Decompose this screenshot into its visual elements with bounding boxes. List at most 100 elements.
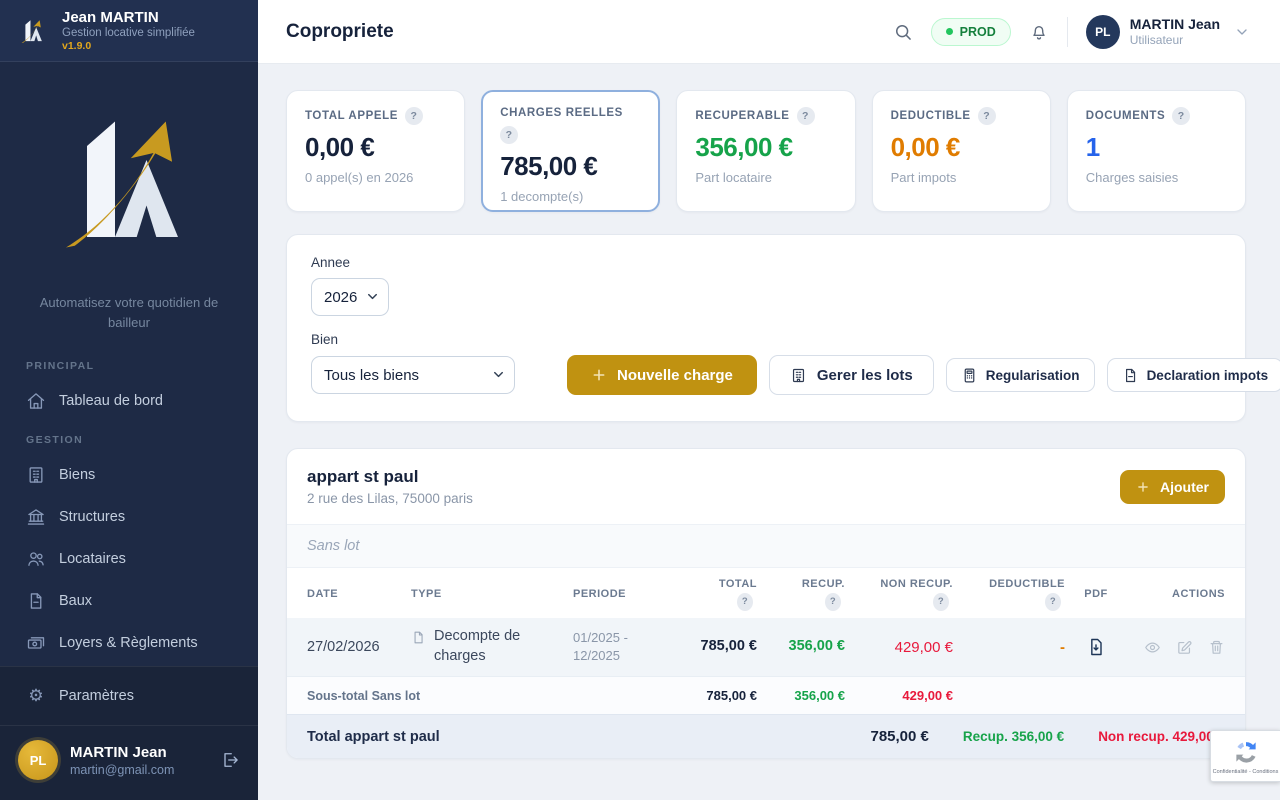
sidebar-item-baux[interactable]: Baux <box>12 580 246 622</box>
stat-card-total-appele[interactable]: TOTAL APPELE? 0,00 € 0 appel(s) en 2026 <box>286 90 466 212</box>
help-badge-icon[interactable]: ? <box>796 107 815 125</box>
brand-logo-large-icon <box>24 121 234 290</box>
help-badge-icon[interactable]: ? <box>825 592 841 611</box>
col-deductible: DEDUCTIBLE? <box>953 578 1065 611</box>
col-pdf: PDF <box>1084 588 1108 600</box>
stat-card-deductible[interactable]: DEDUCTIBLE? 0,00 € Part impots <box>871 90 1051 212</box>
stat-value: 356,00 € <box>695 132 793 162</box>
stat-value: 1 <box>1085 132 1100 162</box>
table-row: 27/02/2026 Decompte de charges 01/2025 -… <box>287 618 1245 676</box>
sidebar-item-structures[interactable]: Structures <box>12 496 246 538</box>
plus-icon <box>1136 480 1150 494</box>
sidebar-item-biens[interactable]: Biens <box>12 454 246 496</box>
sidebar-item-label: Locataires <box>59 551 126 567</box>
file-icon <box>26 591 46 611</box>
status-dot-icon <box>945 28 953 35</box>
stat-card-recuperable[interactable]: RECUPERABLE? 356,00 € Part locataire <box>676 90 856 212</box>
avatar: PL <box>1085 14 1120 49</box>
sidebar-item-locataires[interactable]: Locataires <box>12 538 246 580</box>
stat-label: DOCUMENTS <box>1085 110 1166 122</box>
bell-icon[interactable] <box>1029 22 1049 42</box>
chevron-down-icon <box>1234 24 1250 40</box>
help-badge-icon[interactable]: ? <box>977 107 996 125</box>
view-icon[interactable] <box>1144 639 1161 656</box>
divider <box>1066 16 1068 47</box>
sidebar-item-tableau-de-bord[interactable]: Tableau de bord <box>12 380 246 422</box>
brand-subtitle: Gestion locative simplifiée <box>62 27 195 40</box>
topbar: Copropriete PROD PL MARTIN Jean Utilisat… <box>258 0 1280 64</box>
plus-icon <box>591 367 607 383</box>
subtotal-recup: 356,00 € <box>794 688 845 703</box>
property-filter-label: Bien <box>311 332 339 347</box>
manage-lots-button[interactable]: Gerer les lots <box>768 355 934 395</box>
help-badge-icon[interactable]: ? <box>737 592 753 611</box>
edit-icon[interactable] <box>1176 639 1193 656</box>
user-menu[interactable]: PL MARTIN Jean Utilisateur <box>1085 14 1250 49</box>
stat-sub: Part locataire <box>695 170 772 185</box>
stat-card-documents[interactable]: DOCUMENTS? 1 Charges saisies <box>1066 90 1246 212</box>
env-badge[interactable]: PROD <box>930 17 1011 46</box>
total-label: Total appart st paul <box>307 728 440 745</box>
year-select[interactable]: 2026 <box>311 278 389 316</box>
row-non-recup: 429,00 € <box>894 638 953 656</box>
col-recup: RECUP.? <box>757 578 845 611</box>
cash-icon <box>26 633 46 653</box>
total-recup: Recup. 356,00 € <box>962 729 1065 744</box>
stat-label: DEDUCTIBLE <box>890 110 971 122</box>
stat-sub: Charges saisies <box>1085 170 1179 185</box>
sidebar-item-label: Biens <box>59 467 96 483</box>
filter-panel: Annee 2026 Bien Tous les biens <box>286 234 1280 422</box>
help-badge-icon[interactable]: ? <box>1045 592 1061 611</box>
gear-icon: ⚙ <box>28 686 44 705</box>
lot-group-label: Sans lot <box>287 524 1245 568</box>
recaptcha-privacy[interactable]: Confidentialité - Conditions <box>1212 768 1279 775</box>
sidebar-item-parametres[interactable]: ⚙ Paramètres <box>12 675 246 717</box>
pdf-download-icon[interactable] <box>1086 637 1106 657</box>
recaptcha-icon <box>1235 741 1256 763</box>
add-charge-button[interactable]: Ajouter <box>1120 469 1225 504</box>
new-charge-button[interactable]: Nouvelle charge <box>567 355 757 395</box>
stat-label: RECUPERABLE <box>695 110 790 122</box>
help-badge-icon[interactable]: ? <box>933 592 949 611</box>
sidebar-brand: Jean MARTIN Gestion locative simplifiée … <box>0 0 258 62</box>
sidebar-item-label: Structures <box>59 509 126 525</box>
logout-icon[interactable] <box>220 750 240 770</box>
bank-icon <box>26 507 46 527</box>
col-actions: ACTIONS <box>1172 588 1225 600</box>
page-title: Copropriete <box>286 20 394 42</box>
calculator-icon <box>961 367 978 384</box>
sidebar-item-label: Loyers & Règlements <box>59 635 198 651</box>
total-amount: 785,00 € <box>870 728 929 745</box>
regularisation-button[interactable]: Regularisation <box>945 358 1095 392</box>
help-badge-icon[interactable]: ? <box>1172 107 1191 125</box>
subtotal-non-recup: 429,00 € <box>902 688 953 703</box>
row-periode: 01/2025 - 12/2025 <box>573 629 628 663</box>
sidebar-user-card[interactable]: PL MARTIN Jean martin@gmail.com <box>0 725 258 800</box>
sidebar-footer: ⚙ Paramètres PL MARTIN Jean martin@gmail… <box>0 666 258 800</box>
stat-card-charges-reelles[interactable]: CHARGES REELLES? 785,00 € 1 decompte(s) <box>481 90 661 212</box>
nav-section-gestion: GESTION <box>26 434 84 446</box>
recaptcha-badge[interactable]: Confidentialité - Conditions <box>1210 730 1280 782</box>
user-name: MARTIN Jean <box>70 743 167 761</box>
col-date: DATE <box>307 588 339 600</box>
stat-sub: 1 decompte(s) <box>500 189 584 204</box>
tax-declaration-button[interactable]: Declaration impots <box>1106 358 1280 392</box>
user-email: martin@gmail.com <box>70 762 175 777</box>
sidebar: Jean MARTIN Gestion locative simplifiée … <box>0 0 258 800</box>
brand-version: v1.9.0 <box>62 40 92 53</box>
search-icon[interactable] <box>893 22 913 42</box>
sidebar-item-loyers-reglements[interactable]: Loyers & Règlements <box>12 622 246 664</box>
stats-row: TOTAL APPELE? 0,00 € 0 appel(s) en 2026 … <box>286 90 1246 212</box>
help-badge-icon[interactable]: ? <box>500 126 519 144</box>
help-badge-icon[interactable]: ? <box>405 107 424 125</box>
stat-label: TOTAL APPELE <box>305 110 399 122</box>
property-name: appart st paul <box>307 467 419 486</box>
brand-logo-icon <box>14 12 52 50</box>
nav-section-principal: PRINCIPAL <box>26 360 95 372</box>
row-type: Decompte de charges <box>411 627 573 666</box>
property-select[interactable]: Tous les biens <box>311 356 515 394</box>
trash-icon[interactable] <box>1208 639 1225 656</box>
sidebar-item-label: Baux <box>59 593 93 609</box>
user-role: Utilisateur <box>1129 33 1184 47</box>
